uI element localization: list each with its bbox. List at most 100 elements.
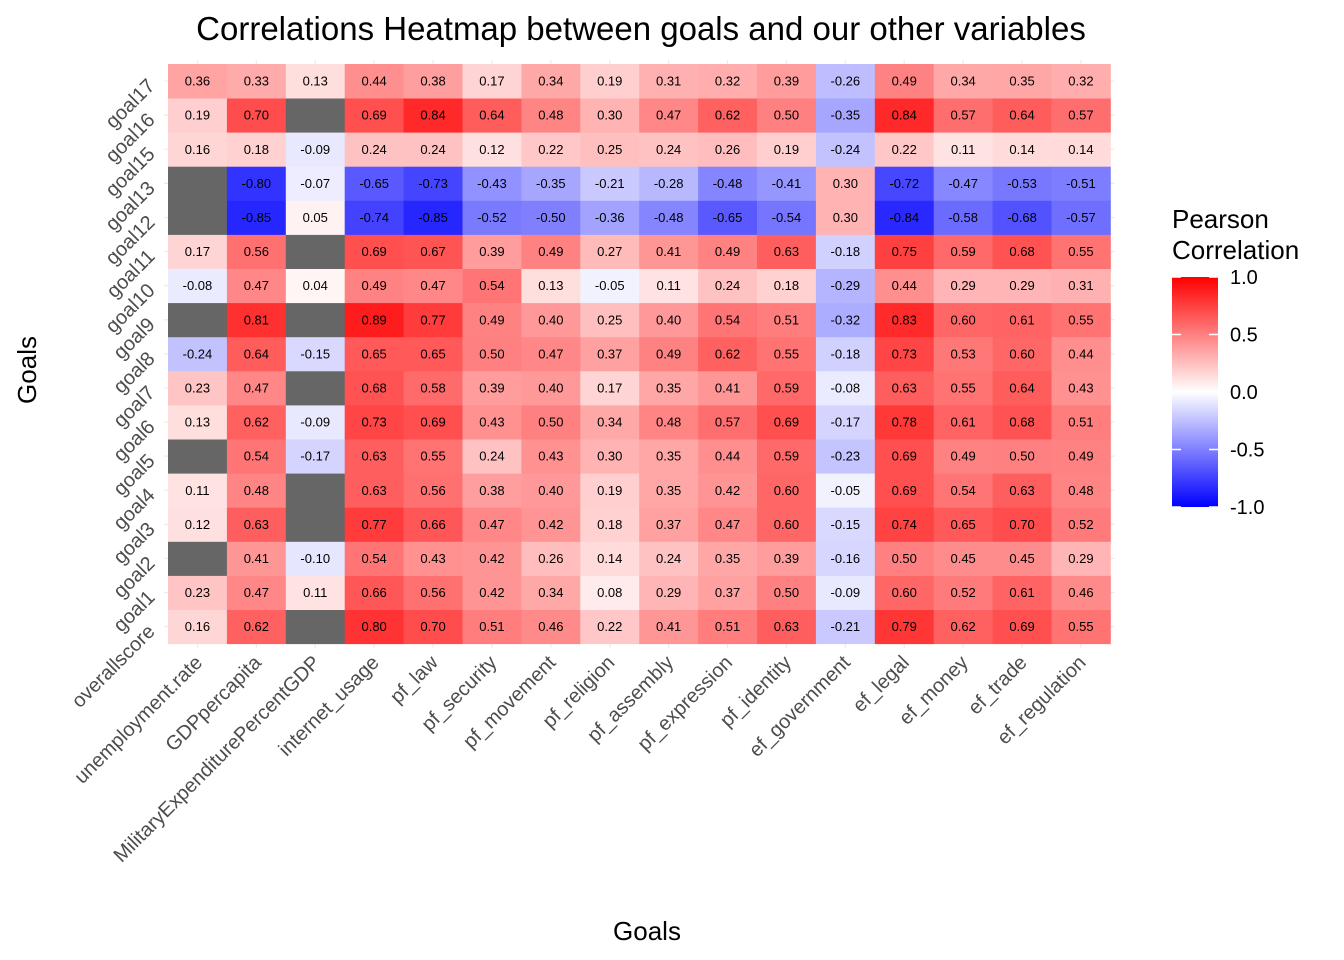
cell-value-label: 0.57 — [1068, 108, 1093, 123]
heatmap-cell — [874, 439, 935, 474]
cell-value-label: 0.50 — [1009, 449, 1034, 464]
cell-value-label: 0.48 — [538, 108, 563, 123]
heatmap-cell — [403, 439, 463, 474]
cell-value-label: -0.26 — [831, 74, 861, 89]
heatmap-cell — [462, 234, 522, 269]
heatmap-cell — [462, 575, 522, 610]
cell-value-label: -0.05 — [831, 483, 861, 498]
heatmap-cell — [226, 575, 287, 610]
cell-value-label: 0.58 — [420, 380, 445, 395]
cell-value-label: 0.73 — [361, 415, 386, 430]
heatmap-cell — [639, 439, 699, 474]
cell-value-label: 0.77 — [361, 517, 386, 532]
cell-value-label: 0.49 — [715, 244, 740, 259]
heatmap-cell — [992, 336, 1052, 372]
heatmap-cell — [1051, 370, 1111, 406]
heatmap-cell — [1051, 302, 1111, 338]
cell-value-label: -0.17 — [300, 449, 330, 464]
cell-value-label: 0.34 — [538, 74, 563, 89]
cell-value-label: 0.47 — [538, 346, 563, 361]
cell-value-label: 0.61 — [950, 415, 975, 430]
heatmap-cell — [815, 439, 876, 474]
heatmap-cell — [639, 234, 699, 269]
heatmap-cell — [168, 98, 228, 133]
heatmap-cell — [933, 507, 993, 542]
cell-value-label: 0.49 — [950, 449, 975, 464]
heatmap-cell — [757, 541, 817, 576]
cell-value-label: 0.11 — [185, 483, 209, 498]
cell-value-label: 0.56 — [244, 244, 269, 259]
heatmap-cell — [1051, 541, 1111, 576]
cell-value-label: -0.47 — [948, 176, 978, 191]
cell-value-label: 0.42 — [479, 585, 504, 600]
cell-value-label: 0.54 — [715, 312, 740, 327]
cell-value-label: 0.51 — [715, 619, 740, 634]
heatmap-cell — [168, 473, 228, 508]
heatmap-cell — [757, 609, 817, 645]
heatmap-cell — [403, 302, 463, 338]
cell-value-label: -0.18 — [831, 346, 861, 361]
cell-value-label: -0.48 — [654, 210, 684, 225]
cell-value-label: 0.19 — [185, 108, 210, 123]
cell-value-label: 0.14 — [597, 551, 622, 566]
cell-value-label: -0.05 — [595, 278, 625, 293]
cell-value-label: -0.15 — [831, 517, 861, 532]
heatmap-cell — [992, 609, 1052, 645]
cell-value-label: 0.60 — [950, 312, 975, 327]
heatmap-cell — [580, 541, 640, 576]
cell-value-label: 0.42 — [538, 517, 563, 532]
cell-value-label: 0.36 — [185, 74, 210, 89]
heatmap-cell — [757, 405, 817, 440]
cell-value-label: 0.81 — [244, 312, 269, 327]
heatmap-cell — [815, 575, 876, 610]
cell-value-label: 0.31 — [1068, 278, 1093, 293]
heatmap-cell — [285, 507, 346, 542]
cell-value-label: -0.85 — [242, 210, 272, 225]
cell-value-label: 0.77 — [420, 312, 445, 327]
cell-value-label: 0.42 — [715, 483, 740, 498]
heatmap-cell — [226, 132, 287, 167]
heatmap-cell — [698, 370, 758, 406]
heatmap-cell — [698, 302, 758, 338]
cell-value-label: 0.40 — [538, 380, 563, 395]
cell-value-label: 0.63 — [774, 244, 799, 259]
cell-value-label: 0.19 — [597, 74, 622, 89]
heatmap-cell — [992, 268, 1052, 304]
cell-value-label: 0.35 — [1009, 74, 1034, 89]
heatmap-cell — [403, 370, 463, 406]
x-axis-title: Goals — [613, 916, 681, 946]
heatmap-cell — [757, 98, 817, 133]
heatmap-cell — [1051, 336, 1111, 372]
cell-value-label: -0.28 — [654, 176, 684, 191]
cell-value-label: 0.25 — [597, 142, 622, 157]
heatmap-cell — [168, 541, 228, 576]
heatmap-cell — [168, 405, 228, 440]
heatmap-cell — [403, 336, 463, 372]
cell-value-label: 0.37 — [715, 585, 740, 600]
heatmap-cell — [757, 370, 817, 406]
heatmap-cell — [285, 302, 346, 338]
heatmap-cell — [1051, 200, 1111, 235]
heatmap-cell — [521, 268, 581, 304]
cell-value-label: 0.63 — [774, 619, 799, 634]
heatmap-cell — [285, 200, 346, 235]
heatmap-cell — [344, 132, 404, 167]
cell-value-label: 0.39 — [479, 380, 504, 395]
heatmap-cell — [521, 370, 581, 406]
cell-value-label: 0.18 — [597, 517, 622, 532]
cell-value-label: 0.49 — [361, 278, 386, 293]
heatmap-cell — [992, 64, 1052, 99]
heatmap-cell — [639, 200, 699, 235]
cell-value-label: -0.68 — [1007, 210, 1037, 225]
heatmap-cell — [462, 405, 522, 440]
heatmap-cell — [639, 575, 699, 610]
cell-value-label: 0.63 — [1009, 483, 1034, 498]
cell-value-label: 0.52 — [950, 585, 975, 600]
heatmap-cell — [403, 200, 463, 235]
cell-value-label: 0.40 — [538, 312, 563, 327]
heatmap-cell — [933, 405, 993, 440]
cell-value-label: -0.32 — [831, 312, 861, 327]
legend-tick-label: 0.0 — [1230, 382, 1258, 404]
cell-value-label: 0.47 — [479, 517, 504, 532]
legend-tick-label: -1.0 — [1230, 497, 1264, 519]
